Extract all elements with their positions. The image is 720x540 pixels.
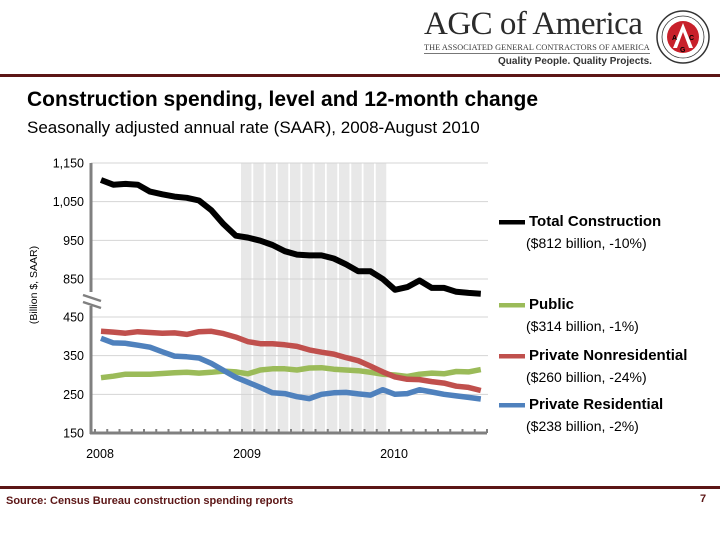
y-tick-labels: 1,150 1,050 950 850 450 350 250 150 — [53, 157, 84, 441]
agc-logo: AGC of America THE ASSOCIATED GENERAL CO… — [420, 6, 720, 72]
logo-divider — [424, 53, 650, 54]
agc-seal-icon: A G C — [656, 10, 710, 64]
svg-text:G: G — [680, 47, 686, 54]
x-tick-label: 2009 — [233, 447, 261, 461]
series-line-private-residential — [100, 335, 482, 402]
shaded-month-band — [314, 163, 325, 433]
svg-text:A: A — [672, 35, 677, 42]
chart-subtitle: Seasonally adjusted annual rate (SAAR), … — [27, 118, 480, 137]
footer-divider — [0, 486, 720, 489]
legend-item-total-construction: Total Construction ($812 billion, -10%) — [499, 213, 661, 251]
x-tick-labels: 2008 2009 2010 — [86, 447, 408, 461]
legend: Total Construction ($812 billion, -10%) Pu… — [499, 213, 687, 434]
legend-swatch — [499, 303, 525, 308]
legend-detail: ($238 billion, -2%) — [526, 418, 639, 434]
y-tick-label: 1,150 — [53, 157, 84, 171]
chart-title: Construction spending, level and 12-mont… — [27, 88, 539, 111]
shaded-month-band — [363, 163, 374, 433]
legend-detail: ($812 billion, -10%) — [526, 235, 647, 251]
shaded-month-band — [290, 163, 301, 433]
svg-text:C: C — [689, 35, 694, 42]
shaded-month-band — [265, 163, 276, 433]
axes — [82, 163, 488, 435]
legend-swatch — [499, 403, 525, 408]
page-number: 7 — [700, 493, 707, 505]
series-lines — [99, 177, 482, 402]
x-tick-label: 2008 — [86, 447, 114, 461]
line-chart: 1,150 1,050 950 850 450 350 250 150 2008 2009 201… — [28, 157, 687, 462]
y-tick-label: 250 — [63, 388, 84, 402]
shaded-month-band — [326, 163, 338, 433]
header-divider — [0, 74, 720, 77]
legend-item-public: Public ($314 billion, -1%) — [499, 296, 639, 334]
shaded-month-band — [241, 163, 252, 433]
y-tick-label: 850 — [63, 273, 84, 287]
shaded-month-band — [339, 163, 350, 433]
x-tick-label: 2010 — [380, 447, 408, 461]
legend-swatch — [499, 354, 525, 359]
legend-item-private-nonresidential: Private Nonresidential ($260 billion, -24… — [499, 347, 687, 385]
recession-shading — [241, 163, 387, 433]
source-note: Source: Census Bureau construction spend… — [6, 495, 294, 507]
legend-detail: ($314 billion, -1%) — [526, 318, 639, 334]
y-tick-label: 150 — [63, 427, 84, 441]
axis-break-mark — [82, 293, 102, 303]
y-axis-label: (Billion $, SAAR) — [28, 246, 40, 324]
legend-item-private-residential: Private Residential ($238 billion, -2%) — [499, 396, 663, 434]
legend-label: Private Nonresidential — [529, 347, 687, 364]
axis-break-mark — [82, 300, 102, 310]
y-tick-label: 1,050 — [53, 195, 84, 209]
shaded-month-band — [302, 163, 313, 433]
shaded-month-band — [351, 163, 362, 433]
logo-tagline: Quality People. Quality Projects. — [498, 56, 652, 67]
shaded-month-band — [375, 163, 387, 433]
legend-detail: ($260 billion, -24%) — [526, 369, 647, 385]
legend-label: Public — [529, 296, 574, 313]
gridlines — [91, 162, 488, 395]
legend-label: Private Residential — [529, 396, 663, 413]
logo-subtitle: THE ASSOCIATED GENERAL CONTRACTORS OF AM… — [424, 43, 650, 52]
y-tick-label: 450 — [63, 311, 84, 325]
y-tick-label: 950 — [63, 234, 84, 248]
legend-label: Total Construction — [529, 213, 661, 230]
shaded-month-band — [253, 163, 264, 433]
series-line-total-construction — [99, 177, 481, 297]
series-line-public — [100, 364, 482, 381]
y-tick-label: 350 — [63, 349, 84, 363]
shaded-month-band — [277, 163, 289, 433]
series-line-private-nonresidential — [100, 328, 482, 394]
legend-swatch — [499, 220, 525, 225]
logo-title: AGC of America — [424, 6, 643, 42]
